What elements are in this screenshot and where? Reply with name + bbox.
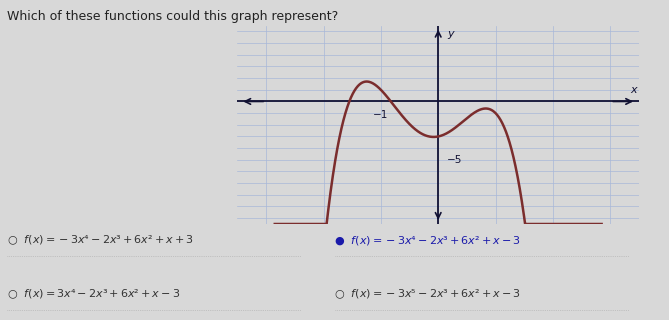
Text: ●  $f(x) = −3x⁴ − 2x³ + 6x² + x − 3$: ● $f(x) = −3x⁴ − 2x³ + 6x² + x − 3$	[334, 234, 521, 247]
Text: ○  $f(x) = −3x⁴ − 2x³ + 6x² + x + 3$: ○ $f(x) = −3x⁴ − 2x³ + 6x² + x + 3$	[7, 234, 193, 247]
Text: −1: −1	[373, 110, 389, 120]
Text: Which of these functions could this graph represent?: Which of these functions could this grap…	[7, 10, 338, 23]
Text: x: x	[630, 85, 637, 95]
Text: −5: −5	[447, 155, 462, 165]
Text: ○  $f(x) = 3x⁴ − 2x³ + 6x² + x − 3$: ○ $f(x) = 3x⁴ − 2x³ + 6x² + x − 3$	[7, 288, 180, 301]
Text: y: y	[447, 29, 454, 39]
Text: ○  $f(x) = −3x⁵ − 2x³ + 6x² + x − 3$: ○ $f(x) = −3x⁵ − 2x³ + 6x² + x − 3$	[334, 288, 521, 301]
